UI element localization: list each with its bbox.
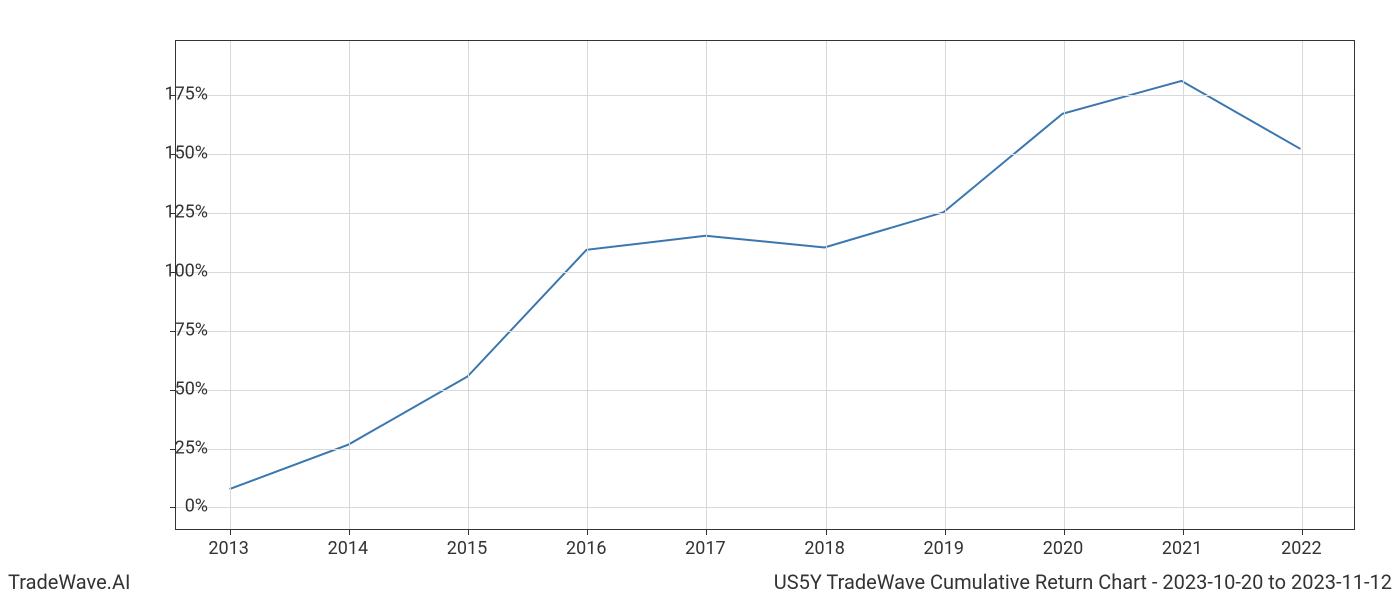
grid-line-vertical (1183, 41, 1184, 529)
plot-area (175, 40, 1355, 530)
x-tick-mark (468, 529, 469, 535)
x-tick-label: 2018 (795, 538, 855, 559)
grid-line-vertical (230, 41, 231, 529)
x-tick-label: 2017 (675, 538, 735, 559)
line-chart-svg (176, 41, 1354, 529)
grid-line-vertical (468, 41, 469, 529)
y-tick-label: 75% (148, 319, 208, 340)
x-tick-label: 2015 (437, 538, 497, 559)
x-tick-mark (349, 529, 350, 535)
y-tick-label: 125% (148, 201, 208, 222)
grid-line-horizontal (176, 449, 1354, 450)
y-tick-label: 100% (148, 260, 208, 281)
chart-container (175, 40, 1355, 530)
x-tick-mark (706, 529, 707, 535)
grid-line-vertical (1302, 41, 1303, 529)
y-tick-label: 25% (148, 437, 208, 458)
grid-line-horizontal (176, 331, 1354, 332)
grid-line-horizontal (176, 272, 1354, 273)
x-tick-mark (230, 529, 231, 535)
x-tick-mark (1064, 529, 1065, 535)
y-tick-label: 50% (148, 378, 208, 399)
y-tick-label: 175% (148, 84, 208, 105)
grid-line-horizontal (176, 213, 1354, 214)
footer-brand: TradeWave.AI (8, 570, 130, 594)
x-tick-mark (945, 529, 946, 535)
x-tick-label: 2014 (318, 538, 378, 559)
x-tick-label: 2019 (914, 538, 974, 559)
grid-line-vertical (826, 41, 827, 529)
x-tick-label: 2016 (556, 538, 616, 559)
grid-line-vertical (706, 41, 707, 529)
x-tick-mark (1183, 529, 1184, 535)
x-tick-mark (587, 529, 588, 535)
footer-title: US5Y TradeWave Cumulative Return Chart -… (774, 570, 1392, 594)
grid-line-vertical (1064, 41, 1065, 529)
x-tick-label: 2022 (1271, 538, 1331, 559)
grid-line-horizontal (176, 507, 1354, 508)
grid-line-horizontal (176, 390, 1354, 391)
y-tick-label: 0% (148, 496, 208, 517)
grid-line-horizontal (176, 154, 1354, 155)
grid-line-vertical (349, 41, 350, 529)
x-tick-label: 2021 (1152, 538, 1212, 559)
y-tick-label: 150% (148, 143, 208, 164)
x-tick-mark (1302, 529, 1303, 535)
x-tick-mark (826, 529, 827, 535)
x-tick-label: 2013 (199, 538, 259, 559)
grid-line-horizontal (176, 95, 1354, 96)
grid-line-vertical (945, 41, 946, 529)
x-tick-label: 2020 (1033, 538, 1093, 559)
grid-line-vertical (587, 41, 588, 529)
